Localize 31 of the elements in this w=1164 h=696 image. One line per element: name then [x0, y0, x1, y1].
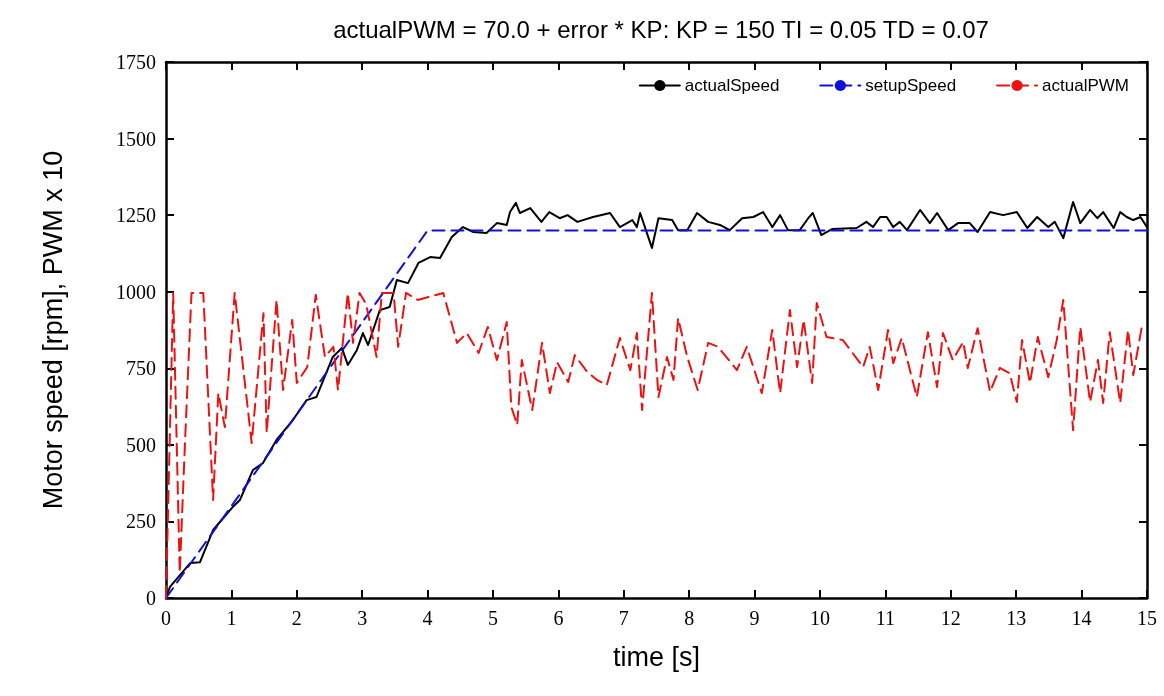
y-tick-label: 250	[126, 510, 156, 533]
x-tick-label: 14	[1071, 607, 1092, 629]
y-tick-label: 500	[126, 433, 156, 456]
y-tick-label: 1500	[116, 127, 156, 150]
y-tick-label: 1250	[116, 204, 156, 227]
x-tick-label: 9	[749, 607, 760, 629]
legend-label: setupSpeed	[865, 76, 957, 95]
x-tick-label: 11	[875, 607, 896, 629]
y-tick-label: 1750	[116, 51, 156, 73]
x-tick-label: 15	[1137, 607, 1157, 629]
y-axis-title: Motor speed [rpm], PWM x 10	[37, 150, 68, 510]
x-axis-title: time [s]	[612, 641, 701, 672]
x-tick-label: 3	[357, 607, 368, 629]
x-tick-label: 13	[1006, 607, 1027, 629]
x-tick-label: 7	[618, 607, 629, 629]
legend-label: actualSpeed	[684, 76, 780, 95]
x-tick-label: 4	[422, 607, 433, 629]
x-tick-label: 10	[810, 607, 830, 629]
x-tick-label: 5	[488, 607, 498, 629]
y-tick-label: 1000	[116, 280, 156, 303]
line-series	[165, 291, 1143, 599]
x-tick-label: 2	[291, 607, 302, 629]
x-tick-label: 8	[684, 607, 695, 629]
x-tick-label: 1	[226, 607, 237, 629]
legend-label: actualPWM	[1042, 76, 1130, 95]
chart-title: actualPWM = 70.0 + error * KP: KP = 150 TI = 0.05 TD = 0.07	[333, 15, 989, 43]
x-tick-label: 12	[940, 607, 961, 629]
y-tick-label: 750	[126, 357, 156, 380]
x-tick-label: 6	[553, 607, 564, 629]
y-tick-label: 0	[146, 587, 156, 609]
x-tick-label: 0	[161, 607, 171, 629]
